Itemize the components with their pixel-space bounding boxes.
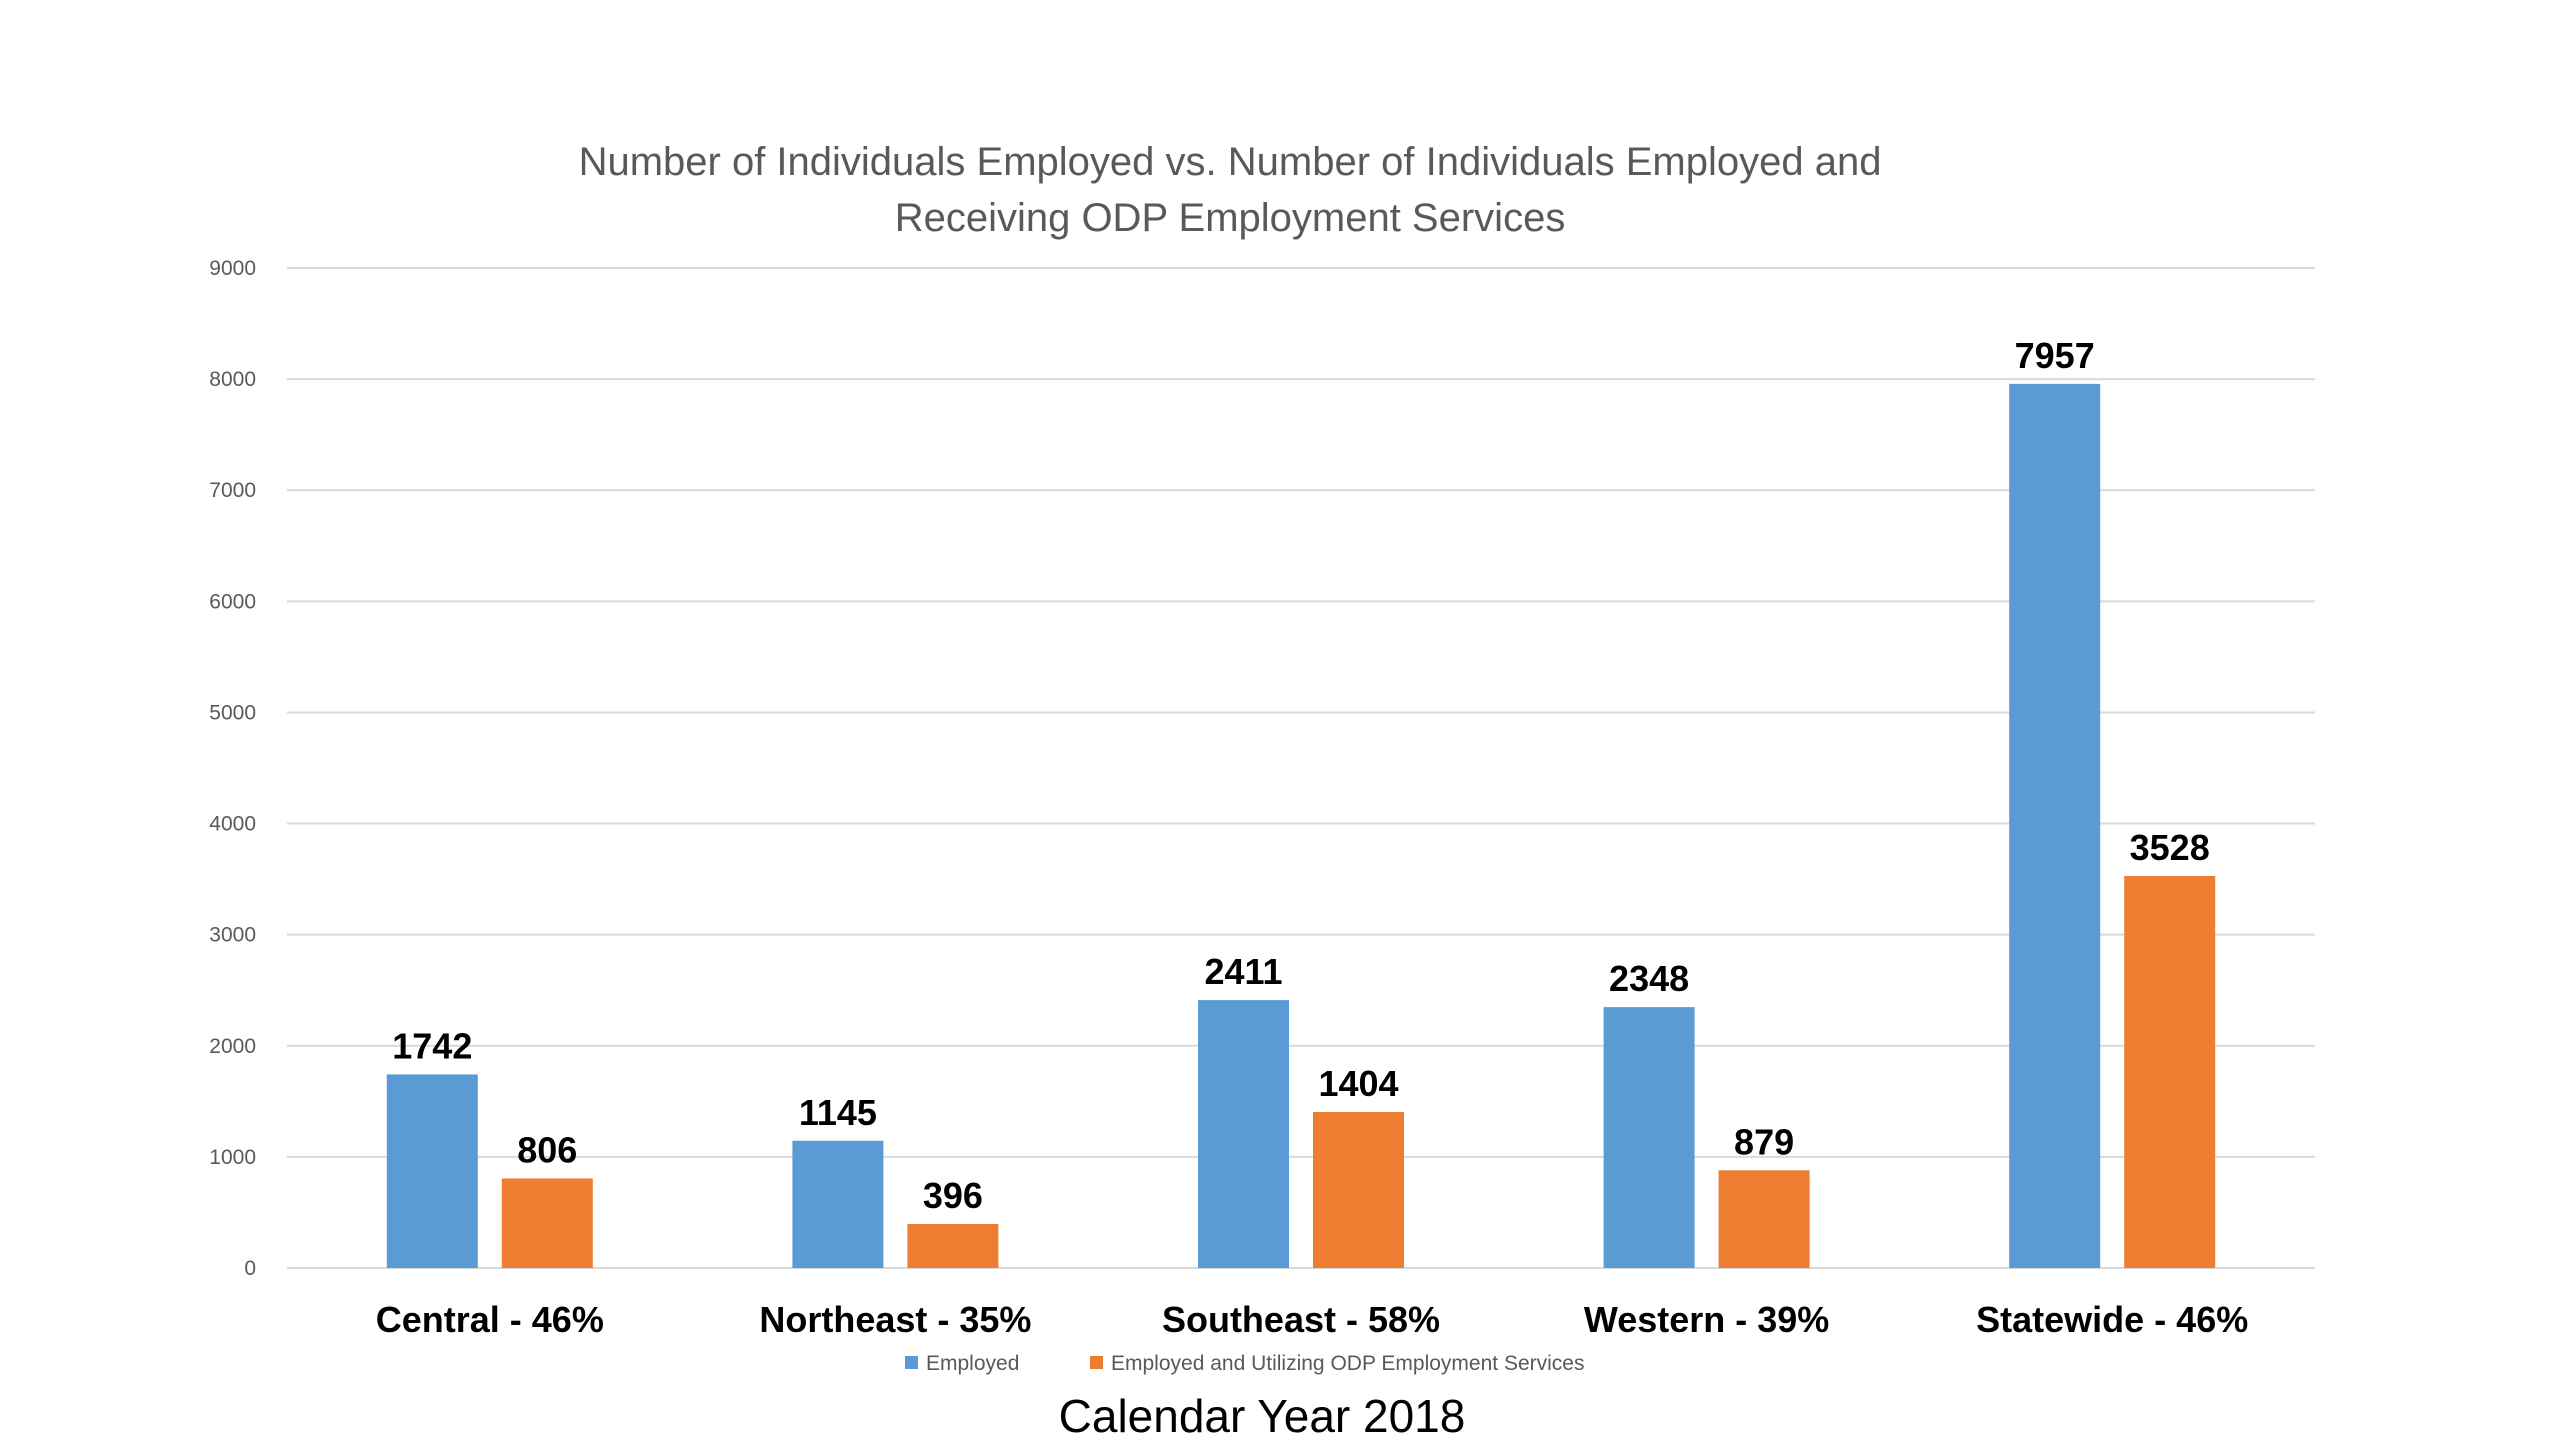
category-label: Central - 46% bbox=[376, 1299, 604, 1340]
y-tick-label: 4000 bbox=[209, 813, 256, 836]
bar-employed bbox=[386, 1074, 478, 1268]
bar-employed-utilizing-odp bbox=[907, 1224, 999, 1268]
legend-label: Employed bbox=[926, 1352, 1019, 1375]
data-label: 1742 bbox=[392, 1025, 472, 1066]
bar-employed bbox=[792, 1140, 884, 1268]
footer-caption: Calendar Year 2018 bbox=[1059, 1390, 1466, 1440]
bars bbox=[386, 383, 2216, 1268]
data-label: 7957 bbox=[2015, 335, 2095, 376]
y-tick-label: 5000 bbox=[209, 701, 256, 724]
gridlines bbox=[287, 267, 2315, 1269]
chart-title-line-1: Number of Individuals Employed vs. Numbe… bbox=[579, 140, 1882, 184]
y-axis-tick-labels: 0 1000 2000 3000 4000 5000 6000 7000 8000 9000 bbox=[209, 257, 256, 1280]
legend-swatch bbox=[1090, 1356, 1103, 1369]
y-tick-label: 8000 bbox=[209, 368, 256, 391]
data-label: 2411 bbox=[1204, 951, 1282, 992]
data-label: 1404 bbox=[1318, 1063, 1398, 1104]
bar-employed bbox=[2009, 383, 2101, 1268]
y-tick-label: 1000 bbox=[209, 1146, 256, 1169]
bar-employed-utilizing-odp bbox=[1718, 1170, 1810, 1268]
y-tick-label: 9000 bbox=[209, 257, 256, 280]
category-label: Western - 39% bbox=[1584, 1299, 1829, 1340]
bar-employed bbox=[1603, 1007, 1695, 1268]
category-label: Statewide - 46% bbox=[1976, 1299, 2248, 1340]
y-tick-label: 7000 bbox=[209, 479, 256, 502]
bar-employed-utilizing-odp bbox=[1313, 1112, 1404, 1268]
chart-title-line-2: Receiving ODP Employment Services bbox=[895, 196, 1566, 240]
data-label: 1145 bbox=[799, 1092, 877, 1133]
data-label: 879 bbox=[1734, 1121, 1794, 1162]
bar-employed bbox=[1198, 1000, 1289, 1268]
y-tick-label: 3000 bbox=[209, 924, 256, 947]
data-label: 396 bbox=[923, 1175, 983, 1216]
category-label: Northeast - 35% bbox=[759, 1299, 1031, 1340]
x-axis-category-labels: Central - 46% Northeast - 35% Southeast - … bbox=[376, 1299, 2248, 1340]
legend-swatch bbox=[905, 1356, 918, 1369]
y-tick-label: 2000 bbox=[209, 1035, 256, 1058]
data-labels: 1742 806 1145 396 2411 1404 2348 879 7957 3528 bbox=[392, 335, 2209, 1216]
y-tick-label: 6000 bbox=[209, 590, 256, 613]
legend: Employed Employed and Utilizing ODP Emplo… bbox=[905, 1352, 1584, 1375]
data-label: 2348 bbox=[1609, 958, 1689, 999]
bar-employed-utilizing-odp bbox=[2124, 876, 2216, 1268]
legend-label: Employed and Utilizing ODP Employment Se… bbox=[1111, 1352, 1584, 1375]
chart-title: Number of Individuals Employed vs. Numbe… bbox=[579, 140, 1882, 240]
bar-employed-utilizing-odp bbox=[501, 1178, 593, 1268]
y-tick-label: 0 bbox=[244, 1257, 256, 1280]
data-label: 3528 bbox=[2130, 827, 2210, 868]
category-label: Southeast - 58% bbox=[1162, 1299, 1440, 1340]
data-label: 806 bbox=[517, 1129, 577, 1170]
